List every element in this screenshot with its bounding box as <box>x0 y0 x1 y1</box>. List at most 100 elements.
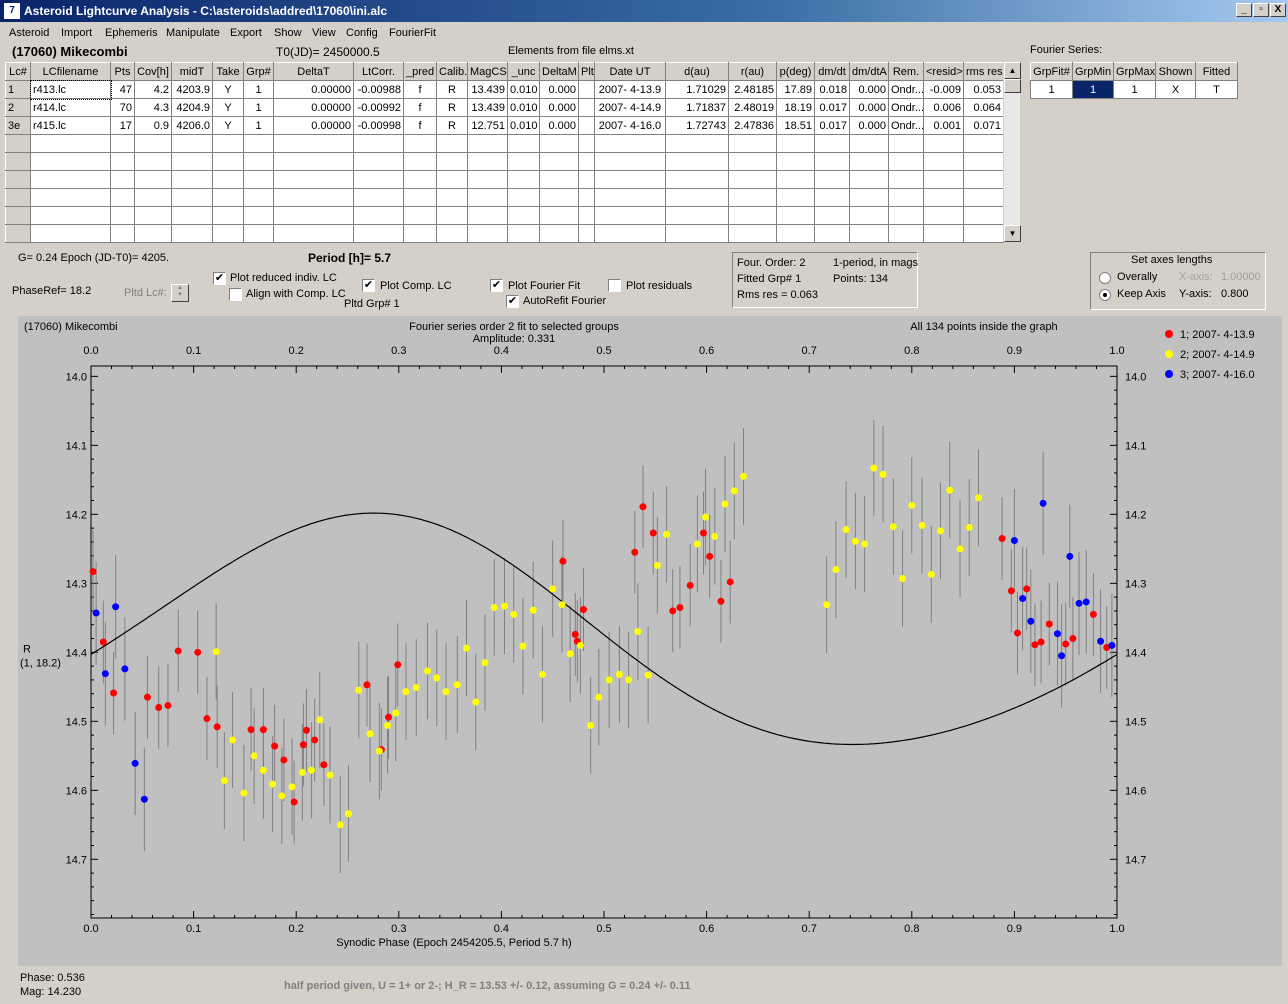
table-cell[interactable] <box>30 188 111 207</box>
table-cell[interactable] <box>665 206 729 225</box>
table-cell[interactable] <box>728 224 777 243</box>
table-cell[interactable] <box>578 134 595 153</box>
table-cell[interactable]: 4203.9 <box>171 80 213 99</box>
table-cell[interactable] <box>814 134 850 153</box>
close-button[interactable]: X <box>1270 3 1286 17</box>
table-cell[interactable] <box>467 152 508 171</box>
lc-col-header[interactable]: _unc <box>507 62 540 81</box>
table-cell[interactable] <box>243 206 274 225</box>
table-cell[interactable] <box>467 206 508 225</box>
keep-axis-radio[interactable] <box>1099 289 1111 301</box>
table-cell[interactable] <box>273 206 354 225</box>
plot-residuals-checkbox[interactable] <box>608 279 621 292</box>
table-cell[interactable] <box>665 188 729 207</box>
lightcurve-chart[interactable]: (17060) Mikecombi Fourier series order 2 … <box>18 316 1282 966</box>
table-cell[interactable]: 2007- 4-16.0 <box>594 116 666 135</box>
table-cell[interactable] <box>353 134 404 153</box>
x-axis-value[interactable]: 1.00000 <box>1221 271 1261 283</box>
table-cell[interactable]: 2007- 4-14.9 <box>594 98 666 117</box>
table-cell[interactable] <box>171 170 213 189</box>
lc-col-header[interactable]: Cov[h] <box>134 62 172 81</box>
table-cell[interactable]: Y <box>212 116 244 135</box>
row-header[interactable]: 1 <box>5 80 31 99</box>
table-cell[interactable] <box>436 134 468 153</box>
table-cell[interactable] <box>134 206 172 225</box>
lc-col-header[interactable]: LCfilename <box>30 62 111 81</box>
table-cell[interactable] <box>776 134 815 153</box>
table-cell[interactable] <box>594 188 666 207</box>
table-cell[interactable] <box>814 152 850 171</box>
pltd-lc-spinner[interactable]: ▲ ▼ <box>171 284 189 302</box>
fourier-cell[interactable]: T <box>1195 80 1238 99</box>
table-cell[interactable]: 2007- 4-13.9 <box>594 80 666 99</box>
lc-col-header[interactable]: dm/dt <box>814 62 850 81</box>
table-cell[interactable]: 13.439 <box>467 80 508 99</box>
table-cell[interactable] <box>963 134 1004 153</box>
table-cell[interactable] <box>403 188 437 207</box>
table-cell[interactable] <box>403 152 437 171</box>
table-cell[interactable] <box>467 188 508 207</box>
menu-config[interactable]: Config <box>346 27 378 39</box>
table-cell[interactable]: r414.lc <box>30 98 111 117</box>
table-cell[interactable]: 4206.0 <box>171 116 213 135</box>
table-cell[interactable]: R <box>436 80 468 99</box>
table-cell[interactable] <box>776 224 815 243</box>
table-cell[interactable]: R <box>436 116 468 135</box>
menu-export[interactable]: Export <box>230 27 262 39</box>
table-row[interactable] <box>5 170 1004 189</box>
table-cell[interactable] <box>594 224 666 243</box>
table-cell[interactable] <box>403 206 437 225</box>
restore-button[interactable]: ▫ <box>1253 3 1269 17</box>
table-cell[interactable] <box>467 134 508 153</box>
table-cell[interactable]: -0.00992 <box>353 98 404 117</box>
table-cell[interactable] <box>171 188 213 207</box>
fourier-cell[interactable]: 1 <box>1030 80 1073 99</box>
table-row[interactable] <box>5 134 1004 153</box>
table-cell[interactable] <box>110 152 135 171</box>
table-cell[interactable]: 2.47836 <box>728 116 777 135</box>
row-header[interactable] <box>5 134 31 153</box>
table-cell[interactable] <box>436 206 468 225</box>
table-cell[interactable] <box>776 206 815 225</box>
table-cell[interactable] <box>888 224 924 243</box>
table-cell[interactable] <box>776 170 815 189</box>
table-cell[interactable]: 0.010 <box>507 116 540 135</box>
table-cell[interactable]: Y <box>212 80 244 99</box>
table-cell[interactable] <box>110 170 135 189</box>
table-cell[interactable] <box>30 134 111 153</box>
table-cell[interactable] <box>436 170 468 189</box>
table-cell[interactable] <box>728 152 777 171</box>
table-cell[interactable]: 0.006 <box>923 98 964 117</box>
table-cell[interactable] <box>888 188 924 207</box>
table-row[interactable] <box>5 224 1004 243</box>
table-cell[interactable]: 0.001 <box>923 116 964 135</box>
table-cell[interactable] <box>134 224 172 243</box>
table-cell[interactable]: 70 <box>110 98 135 117</box>
table-cell[interactable] <box>243 152 274 171</box>
table-cell[interactable] <box>963 170 1004 189</box>
table-cell[interactable] <box>467 224 508 243</box>
lc-col-header[interactable]: Plt <box>578 62 595 81</box>
menu-manipulate[interactable]: Manipulate <box>166 27 220 39</box>
table-cell[interactable]: 1 <box>243 98 274 117</box>
table-cell[interactable]: 13.439 <box>467 98 508 117</box>
table-cell[interactable] <box>539 206 579 225</box>
table-cell[interactable] <box>353 170 404 189</box>
table-cell[interactable]: 0.010 <box>507 80 540 99</box>
table-cell[interactable] <box>594 152 666 171</box>
table-cell[interactable] <box>539 170 579 189</box>
lc-col-header[interactable]: LtCorr. <box>353 62 404 81</box>
table-cell[interactable] <box>507 152 540 171</box>
menu-show[interactable]: Show <box>274 27 302 39</box>
menu-import[interactable]: Import <box>61 27 93 39</box>
row-header[interactable]: 2 <box>5 98 31 117</box>
table-cell[interactable] <box>888 152 924 171</box>
table-cell[interactable]: 0.9 <box>134 116 172 135</box>
fourier-col-header[interactable]: Fitted <box>1195 62 1238 81</box>
table-cell[interactable] <box>665 152 729 171</box>
table-cell[interactable] <box>888 206 924 225</box>
table-cell[interactable] <box>665 170 729 189</box>
table-cell[interactable]: 0.000 <box>539 116 579 135</box>
table-cell[interactable] <box>110 188 135 207</box>
table-cell[interactable]: Ondr... <box>888 116 924 135</box>
